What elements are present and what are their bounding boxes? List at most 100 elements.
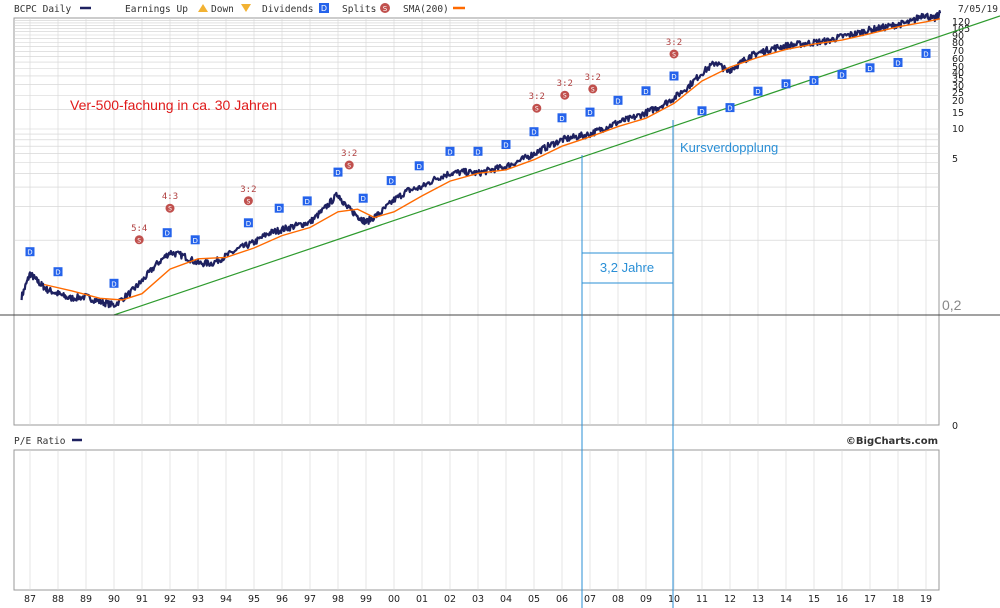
x-tick-label: 02: [444, 594, 456, 605]
symbol-label: BCPC Daily: [14, 4, 71, 15]
dividend-marker: [669, 71, 679, 81]
dividend-marker: [529, 127, 539, 137]
dividend-marker: [921, 48, 931, 58]
y-tick-label: 0: [952, 421, 958, 432]
x-tick-label: 00: [388, 594, 400, 605]
dividend-marker-letter: D: [27, 249, 32, 257]
split-marker-letter: S: [672, 52, 676, 59]
x-tick-label: 11: [696, 594, 708, 605]
split-ratio-label: 5:4: [131, 224, 147, 234]
split-marker-letter: S: [347, 163, 351, 170]
dividend-marker: [893, 58, 903, 67]
earnings-down-icon: [241, 4, 251, 12]
splits-label: Splits: [342, 4, 376, 15]
split-ratio-label: 3:2: [557, 79, 573, 89]
split-marker: [344, 160, 354, 170]
chart-legend: BCPC Daily Earnings Up Down Dividends D …: [14, 3, 998, 15]
dividend-marker-letter: D: [643, 88, 648, 96]
pe-ratio-label: P/E Ratio: [14, 436, 66, 447]
x-tick-label: 19: [920, 594, 932, 605]
sma-layer: [43, 18, 941, 301]
dividend-marker-letter: D: [531, 129, 536, 137]
dividend-marker: [53, 267, 63, 277]
x-tick-label: 96: [276, 594, 288, 605]
x-tick-label: 03: [472, 594, 484, 605]
x-tick-label: 98: [332, 594, 344, 605]
x-tick-label: 15: [808, 594, 820, 605]
dividend-marker: [753, 86, 763, 96]
x-axis: 87 88 89 90 91 92 93 94 95 96 97 98 99 00 01 02 03 04 05 06…: [24, 594, 932, 605]
split-marker: [669, 49, 679, 59]
x-tick-label: 01: [416, 594, 428, 605]
dividend-marker: [781, 79, 791, 89]
dividend-marker: [302, 196, 312, 206]
y-tick-label: 10: [952, 124, 964, 135]
split-legend-letter: S: [383, 5, 388, 13]
dividend-marker: [358, 193, 368, 203]
dividend-marker: [274, 203, 284, 213]
y-tick-label: 80: [952, 38, 964, 49]
dividend-marker-letter: D: [111, 280, 116, 288]
earnings-down-label: Down: [211, 4, 234, 15]
split-legend-icon: [380, 3, 390, 13]
x-tick-label: 12: [724, 594, 736, 605]
dividend-marker-letter: D: [839, 71, 844, 79]
dividend-marker-letter: D: [417, 163, 422, 171]
x-tick-label: 08: [612, 594, 624, 605]
dividend-marker-letter: D: [587, 109, 592, 117]
growth-annotation: Ver-500-fachung in ca. 30 Jahren: [70, 97, 277, 113]
dividend-marker-letter: D: [447, 148, 452, 156]
dividend-marker: [162, 228, 172, 238]
x-tick-label: 91: [136, 594, 148, 605]
dividend-marker-letter: D: [503, 142, 508, 150]
dividend-marker: [414, 161, 424, 171]
dividend-marker: [641, 86, 651, 96]
dividend-marker-letter: D: [811, 78, 816, 86]
dividend-marker-letter: D: [246, 220, 251, 228]
split-marker-letter: S: [591, 86, 595, 93]
trend-line: [113, 15, 1000, 316]
dividend-marker-letter: D: [305, 198, 310, 206]
trend-layer: [113, 15, 1000, 316]
dividend-marker-letter: D: [895, 60, 900, 68]
dividend-marker: [109, 278, 119, 288]
sma-label: SMA(200): [403, 4, 449, 15]
dividend-marker-letter: D: [361, 195, 366, 203]
dividend-marker-letter: D: [923, 50, 928, 58]
dividend-marker-letter: D: [335, 169, 340, 177]
dividends-label: Dividends: [262, 4, 313, 15]
split-marker-letter: S: [535, 106, 539, 113]
split-marker-letter: S: [246, 198, 250, 205]
x-tick-label: 90: [108, 594, 120, 605]
dividend-marker: [837, 69, 847, 79]
split-ratio-label: 3:2: [529, 92, 545, 102]
dividend-marker-letter: D: [867, 65, 872, 73]
dividend-marker: [190, 235, 200, 245]
dividend-marker-letter: D: [389, 178, 394, 186]
dividend-marker-letter: D: [615, 97, 620, 105]
x-tick-label: 06: [556, 594, 568, 605]
split-layer: S 5:4 S 4:3 S 3:2 S 3:2 S 3:2 S 3:2 S 3:2 S 3:2: [131, 38, 682, 245]
y-tick-label: 30: [952, 81, 964, 92]
split-ratio-label: 3:2: [240, 185, 256, 195]
dividend-marker: [333, 167, 343, 177]
y-tick-label: 20: [952, 96, 964, 107]
split-marker: [165, 203, 175, 213]
dividend-marker-letter: D: [755, 88, 760, 96]
split-marker: [588, 84, 598, 94]
dividend-marker: [865, 63, 875, 73]
y-tick-label: 50: [952, 62, 964, 73]
split-ratio-label: 3:2: [585, 73, 601, 83]
dividend-marker: [809, 76, 819, 85]
split-ratio-label: 4:3: [162, 192, 178, 202]
dividend-marker-letter: D: [783, 81, 788, 89]
level-annotation: 0,2: [942, 297, 962, 313]
x-tick-label: 87: [24, 594, 36, 605]
x-tick-label: 95: [248, 594, 260, 605]
x-tick-label: 14: [780, 594, 792, 605]
y-tick-label: 35: [952, 74, 964, 85]
y-tick-label: 25: [952, 88, 964, 99]
dividend-marker-letter: D: [55, 269, 60, 277]
x-tick-label: 97: [304, 594, 316, 605]
